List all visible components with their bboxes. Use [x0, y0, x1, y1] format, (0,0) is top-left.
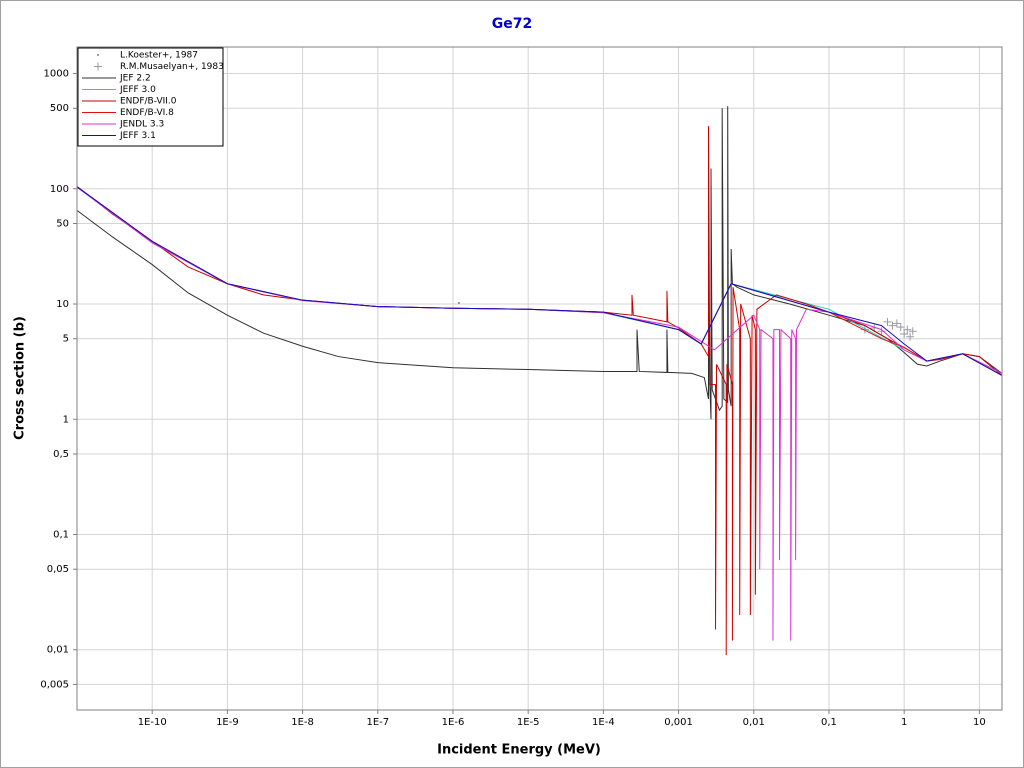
cross-marker	[896, 323, 905, 332]
y-tick-label: 100	[50, 184, 69, 195]
cross-marker	[877, 327, 886, 336]
y-tick-label: 0,005	[40, 679, 69, 690]
labels: 1E-10 1E-9 1E-8 1E-7 1E-6 1E-5 1E-4 0,001 0,01 0,…	[40, 69, 985, 728]
y-tick-label: 500	[50, 103, 69, 114]
y-tick-label: 0,05	[47, 564, 69, 575]
plot-border	[76, 46, 1003, 711]
legend-label: L.Koester+, 1987	[120, 51, 198, 61]
dot-marker	[97, 54, 99, 56]
legend-label: JEFF 3.1	[119, 131, 156, 141]
cross-marker	[94, 62, 102, 71]
cross-marker	[888, 321, 897, 330]
y-tick-label: 1000	[44, 69, 69, 80]
legend-label: JENDL 3.3	[119, 120, 164, 130]
legend-box	[77, 47, 224, 147]
y-tick-label: 0,5	[53, 449, 69, 460]
series-layer	[77, 106, 1002, 656]
y-tick-label: 0,1	[53, 530, 69, 541]
legend-label: JEFF 3.0	[119, 85, 156, 95]
legend-label: R.M.Musaelyan+, 1983	[120, 62, 224, 72]
y-axis-label: Cross section (b)	[13, 316, 28, 440]
chart-title: Ge72	[492, 16, 532, 32]
x-tick-label: 1E-5	[517, 717, 540, 728]
x-tick-label: 1E-7	[366, 717, 389, 728]
y-tick-label: 50	[56, 218, 69, 229]
legend-label: JEF 2.2	[119, 74, 151, 84]
x-tick-label: 1E-4	[592, 717, 615, 728]
y-tick-label: 5	[63, 334, 69, 345]
cross-marker	[900, 329, 909, 338]
series-line	[77, 186, 1002, 376]
x-tick-label: 0,01	[743, 717, 765, 728]
cross-marker	[906, 332, 915, 341]
x-tick-label: 1E-9	[216, 717, 239, 728]
x-tick-label: 0,001	[664, 717, 693, 728]
x-tick-label: 1E-8	[291, 717, 314, 728]
x-tick-label: 1E-6	[442, 717, 465, 728]
x-tick-label: 1E-10	[138, 717, 167, 728]
x-tick-label: 10	[973, 717, 986, 728]
y-tick-label: 0,01	[47, 645, 69, 656]
grid	[77, 47, 1002, 710]
y-tick-label: 1	[63, 414, 69, 425]
dot-marker	[457, 302, 460, 305]
legend-label: ENDF/B-VI.8	[120, 108, 174, 118]
x-axis-label: Incident Energy (MeV)	[437, 743, 601, 758]
cross-marker	[883, 317, 892, 326]
cross-marker	[903, 325, 912, 334]
plot-area	[77, 47, 1002, 710]
y-tick-label: 10	[56, 299, 69, 310]
cross-marker	[908, 327, 917, 336]
cross-marker	[892, 319, 901, 328]
x-tick-label: 0,1	[821, 717, 837, 728]
legend-label: ENDF/B-VII.0	[120, 97, 177, 107]
x-tick-label: 1	[901, 717, 907, 728]
